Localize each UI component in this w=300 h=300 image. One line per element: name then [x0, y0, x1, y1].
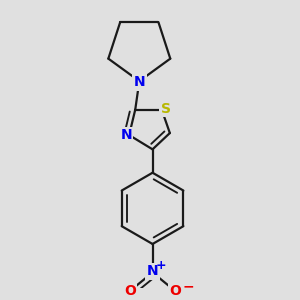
Text: O: O — [124, 284, 136, 298]
Text: N: N — [120, 128, 132, 142]
Text: S: S — [161, 102, 171, 116]
Text: +: + — [155, 259, 166, 272]
Text: N: N — [134, 75, 145, 89]
Text: −: − — [182, 280, 194, 294]
Text: N: N — [147, 265, 158, 278]
Text: O: O — [169, 284, 181, 298]
